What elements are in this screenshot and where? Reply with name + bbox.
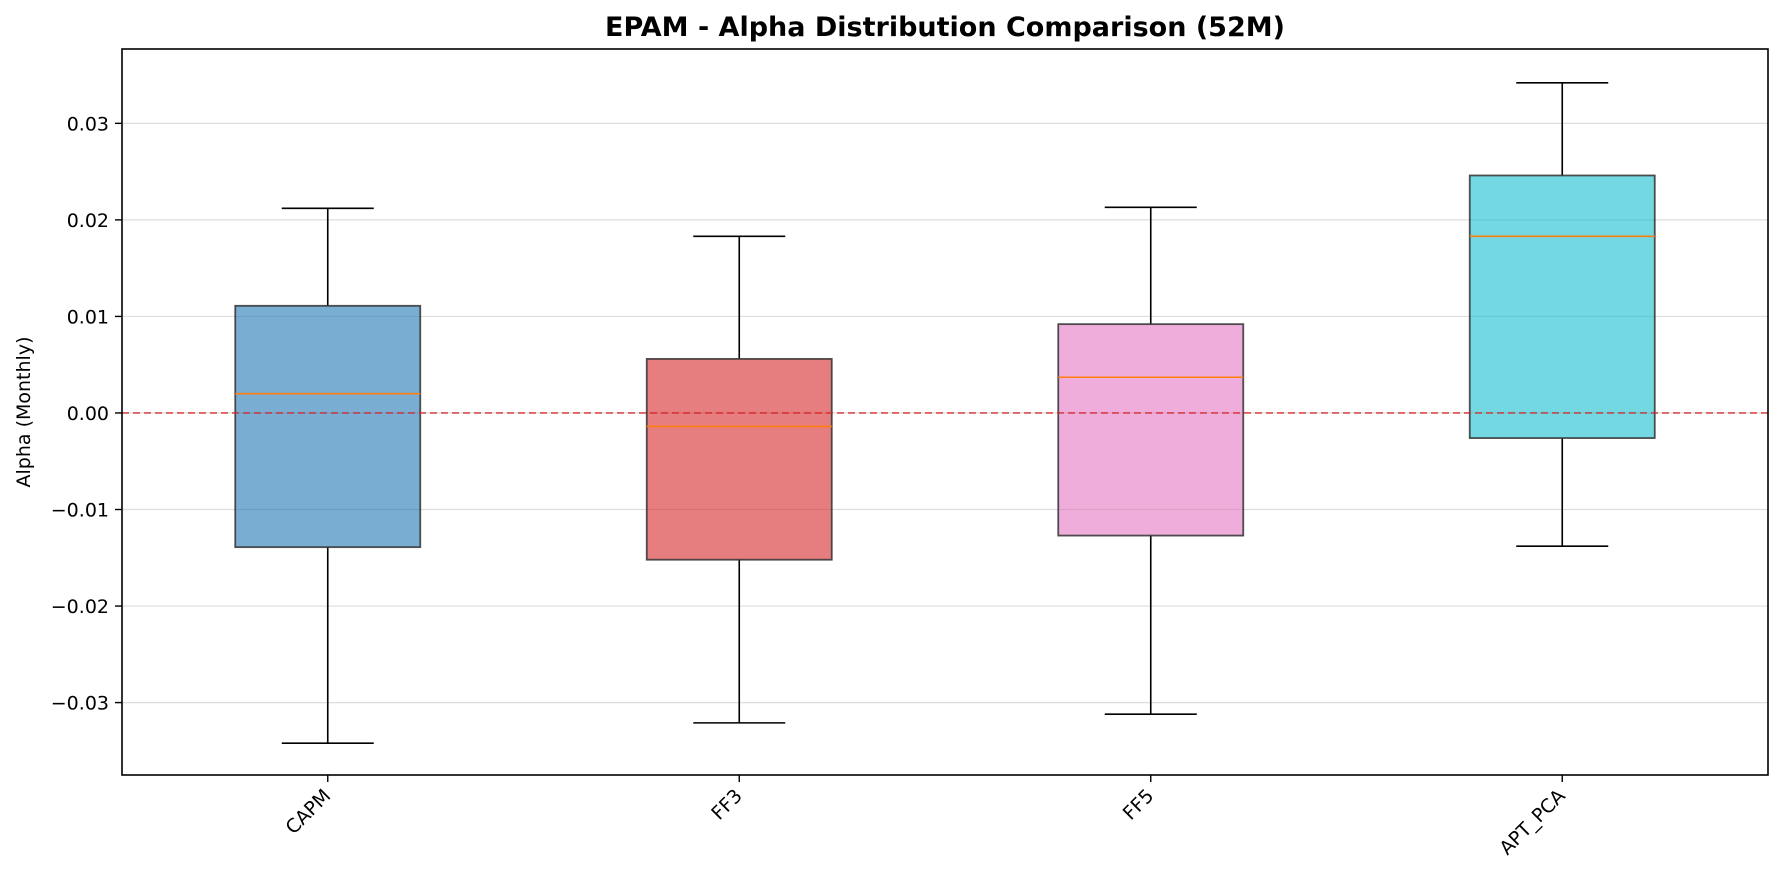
x-tick-label-2: FF5	[1119, 785, 1159, 825]
y-tick-label-4: 0.01	[67, 306, 109, 328]
x-tick-label-3: APT_PCA	[1495, 785, 1569, 859]
iqr-box	[1468, 174, 1656, 439]
x-tick-label-1: FF3	[707, 785, 747, 825]
iqr-box	[1057, 323, 1245, 537]
y-tick-label-2: −0.01	[51, 500, 109, 522]
axes	[121, 48, 1769, 776]
y-ticks: −0.03 −0.02 −0.01 0.00 0.01 0.02 0.03	[51, 113, 122, 715]
y-tick-label-1: −0.02	[51, 596, 109, 618]
y-axis-label: Alpha (Monthly)	[13, 337, 35, 488]
iqr-box	[645, 358, 833, 561]
y-tick-label-6: 0.03	[67, 113, 109, 135]
box-apt-pca	[1468, 81, 1656, 547]
y-tick-label-0: −0.03	[51, 693, 109, 715]
x-ticks: CAPM FF3 FF5 APT_PCA	[281, 775, 1570, 859]
box-plots	[234, 81, 1656, 744]
box-ff3	[645, 235, 833, 724]
x-tick-label-0: CAPM	[281, 785, 335, 839]
y-tick-label-5: 0.02	[67, 210, 109, 232]
box-ff5	[1057, 206, 1245, 715]
y-tick-label-3: 0.00	[67, 403, 109, 425]
box-capm	[234, 207, 422, 744]
plot-frame	[121, 48, 1769, 776]
iqr-box	[234, 304, 422, 549]
chart-title: EPAM - Alpha Distribution Comparison (52…	[605, 12, 1285, 43]
